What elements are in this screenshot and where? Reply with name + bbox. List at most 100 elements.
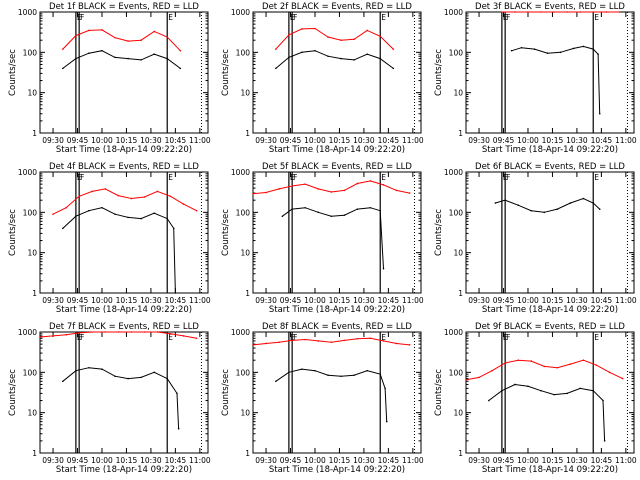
lld-point: [78, 195, 80, 198]
events-point: [592, 48, 595, 50]
x-axis-label: Start Time (18-Apr-14 09:22:20): [482, 305, 618, 315]
chart-panel: Det 5f BLACK = Events, RED = LLD Counts/s…: [221, 162, 424, 315]
lld-point: [543, 365, 546, 368]
lld-point: [330, 341, 333, 343]
x-axis-label: Start Time (18-Apr-14 09:22:20): [269, 305, 405, 315]
chart-title: Det 9f BLACK = Events, RED = LLD: [475, 322, 625, 332]
x-tick-label: 11:00: [402, 136, 424, 145]
x-tick-label: 10:00: [517, 296, 539, 305]
y-tick-label: 1000: [231, 168, 250, 177]
events-point: [166, 377, 169, 380]
x-tick-label: 10:30: [140, 136, 162, 145]
lld-point: [140, 39, 142, 41]
lld-point: [366, 29, 368, 32]
events-point: [546, 52, 549, 55]
x-axis-label: Start Time (18-Apr-14 09:22:20): [56, 465, 192, 475]
events-point: [114, 213, 116, 215]
lld-point: [314, 27, 316, 30]
lld-point: [566, 11, 568, 13]
x-tick-label: 09:30: [468, 296, 490, 305]
y-axis-label: Counts/sec: [434, 49, 444, 96]
lld-point: [369, 180, 372, 182]
x-tick-label: 10:30: [566, 136, 588, 145]
lld-point: [182, 335, 185, 337]
lld-point: [540, 11, 542, 13]
events-point: [533, 48, 536, 50]
lld-point: [301, 28, 303, 30]
lld-point: [327, 36, 329, 38]
plot-frame: [39, 11, 209, 134]
lld-point: [39, 336, 41, 338]
x-tick-label: 09:30: [42, 456, 64, 465]
events-point: [340, 57, 342, 60]
events-point: [327, 55, 329, 58]
events-point: [603, 440, 606, 442]
y-tick-label: 1: [245, 449, 250, 458]
lld-point: [91, 190, 93, 193]
events-point: [356, 208, 359, 210]
chart-panel: Det 9f BLACK = Events, RED = LLD Counts/s…: [434, 322, 637, 475]
chart-title: Det 1f BLACK = Events, RED = LLD: [49, 2, 199, 12]
y-tick-label: 10: [27, 89, 37, 98]
events-point: [166, 57, 169, 60]
x-tick-label: 09:45: [493, 456, 515, 465]
events-point: [592, 202, 595, 204]
events-point: [385, 420, 388, 423]
x-tick-label: 09:45: [67, 136, 89, 145]
y-tick-label: 1: [245, 129, 250, 138]
lld-point: [275, 48, 277, 50]
lld-point: [340, 39, 342, 41]
events-point: [527, 385, 529, 388]
events-point: [592, 389, 595, 392]
lld-point: [291, 185, 293, 187]
x-tick-label: 10:30: [140, 296, 162, 305]
events-point: [275, 380, 277, 383]
y-axis-label: Counts/sec: [434, 209, 444, 256]
lld-point: [501, 11, 503, 13]
x-axis-label: Start Time (18-Apr-14 09:22:20): [269, 465, 405, 475]
events-point: [598, 208, 601, 210]
events-point: [488, 399, 490, 402]
events-point: [598, 112, 601, 115]
events-point: [553, 393, 555, 396]
y-axis-label: Counts/sec: [8, 369, 18, 416]
plot-frame: [39, 171, 209, 294]
lld-point: [62, 48, 64, 50]
marker-label: F: [80, 173, 84, 182]
lld-point: [514, 11, 516, 13]
lld-point: [104, 188, 107, 190]
y-axis-label: Counts/sec: [8, 209, 18, 256]
lld-point: [465, 379, 467, 381]
chart-title: Det 4f BLACK = Events, RED = LLD: [49, 162, 199, 172]
events-point: [101, 49, 103, 52]
y-tick-label: 1000: [18, 8, 37, 17]
y-tick-label: 1000: [444, 168, 463, 177]
x-tick-label: 09:45: [280, 456, 302, 465]
events-point: [88, 52, 90, 55]
x-tick-label: 10:45: [165, 456, 187, 465]
lld-point: [530, 360, 533, 362]
lld-point: [579, 11, 581, 13]
x-tick-label: 10:45: [165, 136, 187, 145]
x-tick-label: 10:30: [353, 136, 375, 145]
x-tick-label: 10:15: [542, 136, 564, 145]
plot-frame: [252, 331, 422, 454]
lld-point: [265, 191, 267, 194]
events-point: [382, 267, 385, 270]
x-tick-label: 10:15: [329, 296, 351, 305]
y-tick-label: 10: [453, 249, 463, 258]
x-tick-label: 10:45: [591, 296, 613, 305]
events-point: [353, 59, 355, 61]
events-point: [314, 369, 316, 372]
events-point: [166, 217, 169, 220]
lld-point: [65, 206, 67, 209]
events-point: [101, 368, 103, 370]
events-point: [501, 389, 503, 392]
lld-point: [517, 359, 519, 361]
events-point: [504, 199, 506, 201]
y-tick-label: 10: [27, 249, 37, 258]
events-point: [314, 49, 316, 52]
events-point: [530, 209, 533, 212]
y-tick-label: 1000: [18, 328, 37, 337]
lld-point: [408, 344, 411, 346]
